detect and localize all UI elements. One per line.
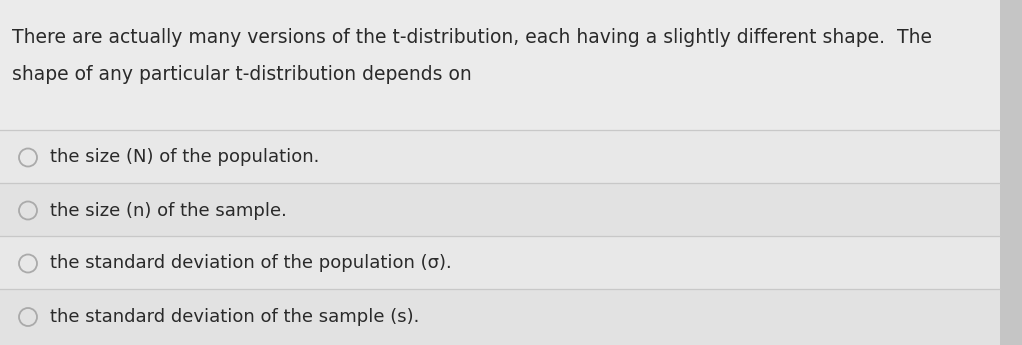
Bar	[0, 183, 1000, 238]
Text: the standard deviation of the population (σ).: the standard deviation of the population…	[50, 255, 452, 273]
Bar	[0, 236, 1000, 291]
Bar	[0, 0, 1000, 130]
Text: the size (n) of the sample.: the size (n) of the sample.	[50, 201, 287, 219]
Bar	[1000, 0, 1022, 345]
Text: the size (N) of the population.: the size (N) of the population.	[50, 148, 320, 167]
Text: shape of any particular t-distribution depends on: shape of any particular t-distribution d…	[12, 65, 472, 84]
Text: There are actually many versions of the t-distribution, each having a slightly d: There are actually many versions of the …	[12, 28, 932, 47]
Text: the standard deviation of the sample (s).: the standard deviation of the sample (s)…	[50, 308, 419, 326]
Bar	[0, 130, 1000, 185]
Bar	[0, 289, 1000, 345]
